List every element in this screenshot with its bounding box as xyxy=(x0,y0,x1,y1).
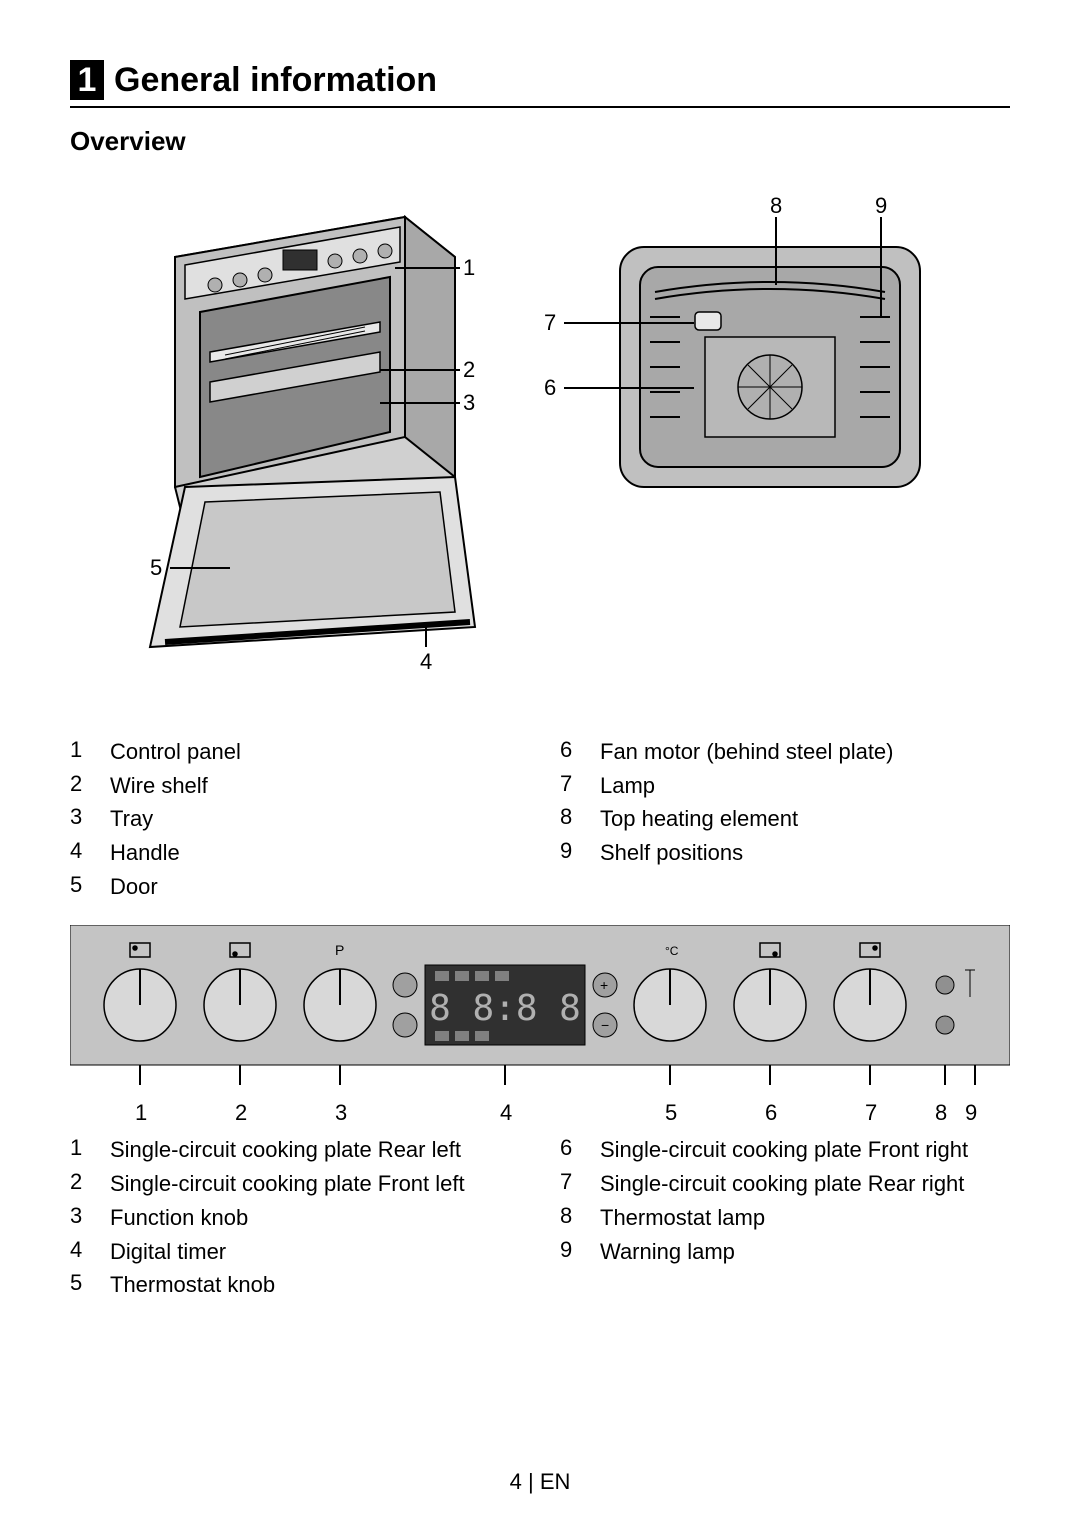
legend-text: Single-circuit cooking plate Rear left xyxy=(110,1135,520,1165)
oven-callout-1: 1 xyxy=(463,255,475,281)
section-subtitle: Overview xyxy=(70,126,1010,157)
legend-num: 8 xyxy=(560,1203,600,1233)
panel-callout-5: 5 xyxy=(665,1100,677,1126)
legend-text: Thermostat lamp xyxy=(600,1203,1010,1233)
legend-num: 8 xyxy=(560,804,600,834)
panel-legend: 1Single-circuit cooking plate Rear left … xyxy=(70,1135,1010,1303)
legend-num: 3 xyxy=(70,1203,110,1233)
oven-callout-2: 2 xyxy=(463,357,475,383)
panel-callout-9: 9 xyxy=(965,1100,977,1126)
legend-num: 6 xyxy=(560,737,600,767)
legend-text: Tray xyxy=(110,804,520,834)
page-number: 4 xyxy=(510,1469,522,1494)
oven-callout-3: 3 xyxy=(463,390,475,416)
legend-text: Digital timer xyxy=(110,1237,520,1267)
cavity-diagram xyxy=(610,237,930,497)
legend-text: Single-circuit cooking plate Rear right xyxy=(600,1169,1010,1199)
legend-text: Top heating element xyxy=(600,804,1010,834)
cavity-callout-6: 6 xyxy=(544,375,556,401)
legend-num: 4 xyxy=(70,1237,110,1267)
oven-callout-5: 5 xyxy=(150,555,162,581)
legend-num: 2 xyxy=(70,1169,110,1199)
legend-num: 7 xyxy=(560,771,600,801)
cavity-callout-9: 9 xyxy=(875,193,887,219)
legend-text: Wire shelf xyxy=(110,771,520,801)
legend-num: 1 xyxy=(70,1135,110,1165)
svg-text:P: P xyxy=(335,942,344,958)
oven-callout-4: 4 xyxy=(420,649,432,675)
legend-num: 1 xyxy=(70,737,110,767)
control-panel-diagram: P °C 8 8:8 8 + − xyxy=(70,925,1010,1125)
panel-callout-1: 1 xyxy=(135,1100,147,1126)
footer-sep: | xyxy=(522,1469,540,1494)
legend-text: Shelf positions xyxy=(600,838,1010,868)
legend-num: 5 xyxy=(70,1270,110,1300)
section-heading: 1 General information xyxy=(70,60,1010,108)
legend-num: 6 xyxy=(560,1135,600,1165)
svg-text:+: + xyxy=(600,977,608,993)
legend-text: Thermostat knob xyxy=(110,1270,520,1300)
panel-callout-6: 6 xyxy=(765,1100,777,1126)
diagram-area: 1 2 3 4 5 6 7 8 9 xyxy=(70,187,1010,707)
legend-num: 9 xyxy=(560,838,600,868)
legend-text: Function knob xyxy=(110,1203,520,1233)
panel-callout-4: 4 xyxy=(500,1100,512,1126)
panel-callout-7: 7 xyxy=(865,1100,877,1126)
cavity-callout-7: 7 xyxy=(544,310,556,336)
oven-diagram xyxy=(125,187,495,657)
panel-legend-right: 6Single-circuit cooking plate Front righ… xyxy=(560,1135,1010,1303)
page-footer: 4 | EN xyxy=(0,1469,1080,1495)
legend-num: 5 xyxy=(70,872,110,902)
legend-text: Single-circuit cooking plate Front left xyxy=(110,1169,520,1199)
diagram-legend: 1Control panel 2Wire shelf 3Tray 4Handle… xyxy=(70,737,1010,905)
legend-num: 4 xyxy=(70,838,110,868)
legend-num: 2 xyxy=(70,771,110,801)
legend-text: Single-circuit cooking plate Front right xyxy=(600,1135,1010,1165)
legend-text: Lamp xyxy=(600,771,1010,801)
legend-text: Handle xyxy=(110,838,520,868)
legend-text: Door xyxy=(110,872,520,902)
svg-text:°C: °C xyxy=(665,944,679,958)
svg-text:8 8:8 8: 8 8:8 8 xyxy=(429,988,581,1029)
panel-legend-left: 1Single-circuit cooking plate Rear left … xyxy=(70,1135,520,1303)
legend-num: 9 xyxy=(560,1237,600,1267)
legend-num: 3 xyxy=(70,804,110,834)
legend-num: 7 xyxy=(560,1169,600,1199)
section-number-badge: 1 xyxy=(70,60,104,100)
cavity-callout-8: 8 xyxy=(770,193,782,219)
svg-text:−: − xyxy=(601,1017,609,1033)
page-lang: EN xyxy=(540,1469,571,1494)
legend-col-right: 6Fan motor (behind steel plate) 7Lamp 8T… xyxy=(560,737,1010,905)
panel-callout-3: 3 xyxy=(335,1100,347,1126)
legend-text: Fan motor (behind steel plate) xyxy=(600,737,1010,767)
legend-col-left: 1Control panel 2Wire shelf 3Tray 4Handle… xyxy=(70,737,520,905)
legend-text: Warning lamp xyxy=(600,1237,1010,1267)
legend-text: Control panel xyxy=(110,737,520,767)
panel-callout-8: 8 xyxy=(935,1100,947,1126)
panel-callout-2: 2 xyxy=(235,1100,247,1126)
section-title: General information xyxy=(114,61,437,100)
